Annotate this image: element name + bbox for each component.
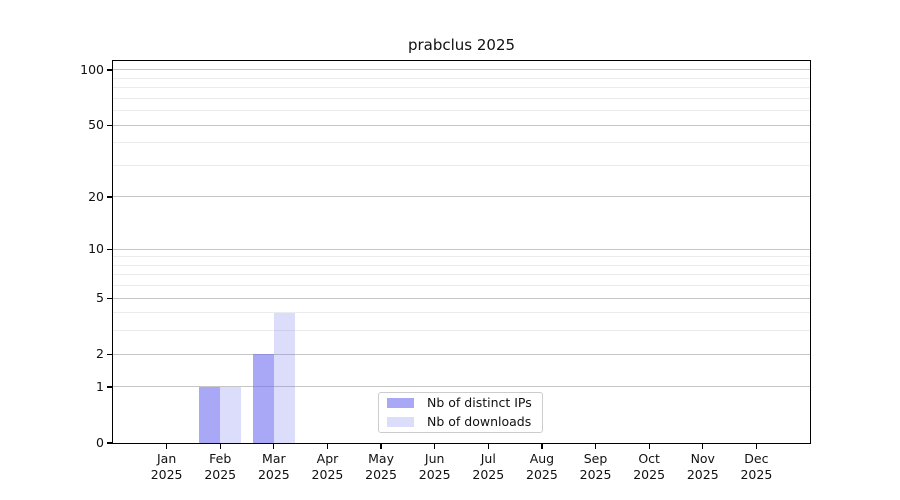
x-tick-label: Jun 2025 — [418, 451, 451, 482]
x-tick-mark — [166, 444, 168, 449]
x-tick-mark — [755, 444, 757, 449]
x-tick-mark — [273, 444, 275, 449]
y-tick-label: 100 — [80, 61, 104, 77]
x-tick-mark — [380, 444, 382, 449]
x-tick-mark — [648, 444, 650, 449]
major-gridline — [113, 353, 810, 355]
minor-gridline — [113, 77, 810, 79]
y-tick-mark — [107, 386, 113, 388]
minor-gridline — [113, 97, 810, 99]
x-tick-label: Jan 2025 — [150, 451, 183, 482]
legend-swatch-downloads — [387, 416, 414, 427]
legend-item-downloads: Nb of downloads — [379, 414, 542, 430]
y-tick-mark — [107, 442, 113, 444]
x-tick-label: Feb 2025 — [204, 451, 237, 482]
major-gridline — [113, 248, 810, 250]
x-tick-label: Apr 2025 — [311, 451, 344, 482]
y-tick-mark — [107, 69, 113, 71]
x-tick-mark — [434, 444, 436, 449]
y-tick-label: 1 — [96, 378, 104, 394]
minor-gridline — [113, 87, 810, 89]
minor-gridline — [113, 256, 810, 258]
legend-swatch-distinct-ips — [387, 398, 414, 409]
x-tick-label: Oct 2025 — [633, 451, 666, 482]
x-tick-mark — [326, 444, 329, 449]
bar-distinct-ips — [252, 354, 274, 443]
x-tick-mark — [487, 444, 489, 449]
y-tick-mark — [107, 248, 113, 250]
x-tick-mark — [541, 444, 543, 449]
y-tick-label: 20 — [88, 188, 104, 204]
legend-item-distinct-ips: Nb of distinct IPs — [379, 395, 542, 411]
minor-gridline — [113, 164, 810, 166]
y-tick-label: 50 — [88, 117, 104, 133]
legend-label-distinct-ips: Nb of distinct IPs — [427, 395, 532, 411]
x-tick-label: May 2025 — [365, 451, 397, 482]
legend: Nb of distinct IPs Nb of downloads — [378, 392, 543, 433]
y-tick-mark — [107, 353, 113, 355]
minor-gridline — [113, 285, 810, 287]
x-tick-label: Dec 2025 — [740, 451, 773, 482]
y-tick-label: 2 — [96, 346, 104, 362]
x-tick-label: Sep 2025 — [579, 451, 612, 482]
bar-downloads — [220, 386, 242, 443]
x-tick-mark — [702, 444, 704, 449]
minor-gridline — [113, 312, 810, 314]
major-gridline — [113, 69, 810, 71]
major-gridline — [113, 297, 810, 299]
legend-label-downloads: Nb of downloads — [427, 413, 532, 429]
bar-distinct-ips — [199, 386, 221, 443]
x-tick-label: Jul 2025 — [472, 451, 505, 482]
major-gridline — [113, 196, 810, 198]
x-tick-label: Nov 2025 — [686, 451, 719, 482]
y-tick-label: 5 — [96, 290, 104, 306]
x-tick-mark — [594, 444, 597, 449]
minor-gridline — [113, 274, 810, 276]
minor-gridline — [113, 110, 810, 112]
y-tick-label: 0 — [96, 435, 104, 450]
x-tick-label: Mar 2025 — [257, 451, 290, 482]
x-tick-label: Aug 2025 — [526, 451, 558, 482]
y-tick-mark — [107, 124, 113, 126]
minor-gridline — [113, 330, 810, 332]
major-gridline — [113, 124, 810, 126]
y-tick-mark — [107, 297, 113, 299]
minor-gridline — [113, 142, 810, 144]
x-tick-mark — [219, 444, 221, 449]
y-tick-label: 10 — [88, 241, 104, 257]
plot-area — [113, 61, 810, 443]
y-tick-mark — [107, 196, 113, 198]
chart-title: prabclus 2025 — [407, 36, 516, 54]
bar-downloads — [273, 312, 295, 443]
major-gridline — [113, 386, 810, 388]
minor-gridline — [113, 264, 810, 266]
